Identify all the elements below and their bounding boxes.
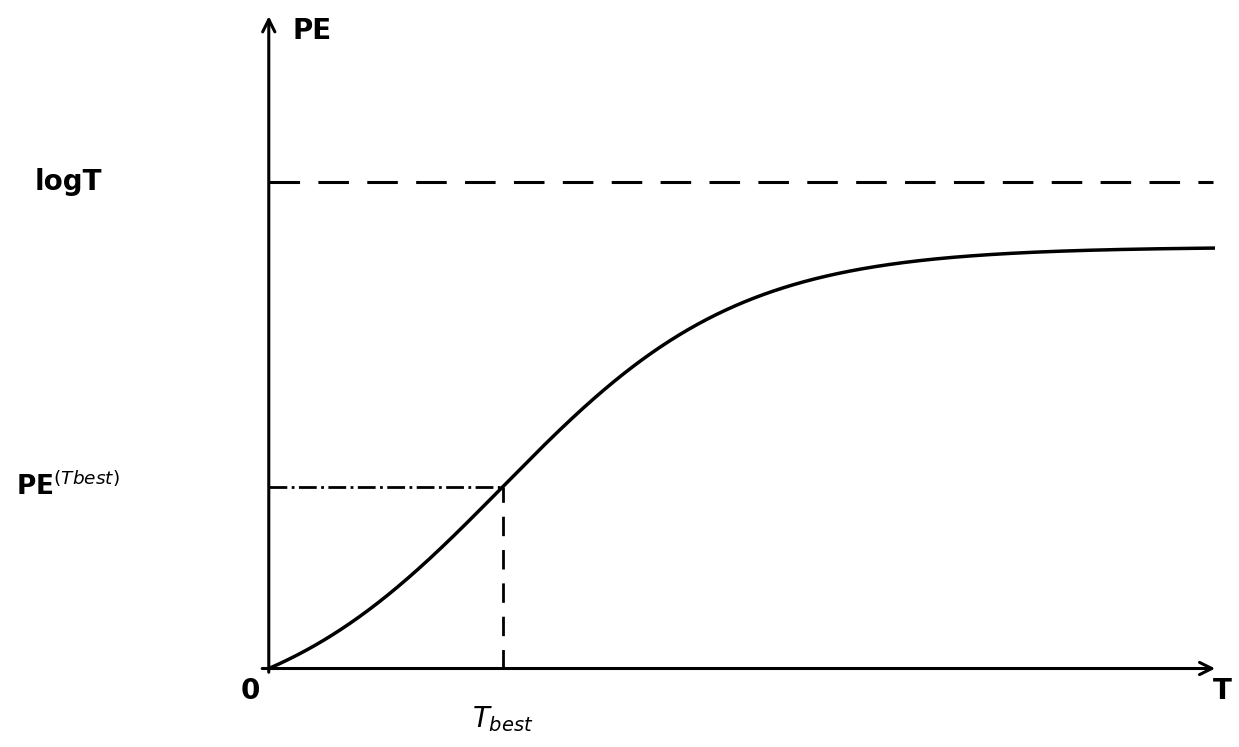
- Text: 0: 0: [240, 678, 260, 705]
- Text: PE: PE: [292, 16, 331, 45]
- Text: logT: logT: [35, 168, 103, 196]
- Text: T: T: [1213, 678, 1232, 705]
- Text: $T_{best}$: $T_{best}$: [472, 704, 533, 734]
- Text: PE$^{(Tbest)}$: PE$^{(Tbest)}$: [16, 473, 120, 501]
